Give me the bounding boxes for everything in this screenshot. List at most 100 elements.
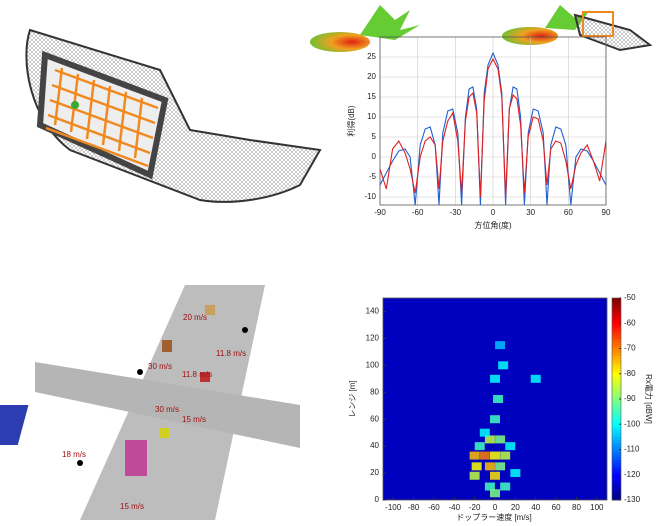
colorbar-segment [612,335,621,339]
y-tick-label: 10 [367,112,376,121]
colorbar-tick-label: -60 [624,318,636,327]
colorbar-segment [612,358,621,363]
colorbar-tick-label: -90 [624,394,636,403]
y-tick-label: 25 [367,52,376,61]
speed-label: 30 m/s [155,405,179,414]
x-axis-label: ドップラー速度 [m/s] [456,512,532,522]
colorbar-segment [612,314,621,319]
y-tick-label: 5 [372,132,377,141]
heatmap-cell [490,471,500,480]
colorbar-segment [612,412,621,417]
heatmap-cell [490,451,500,460]
y-tick-label: 20 [367,72,376,81]
heatmap-cell [471,462,482,471]
x-tick-label: -60 [428,503,440,512]
x-tick-label: 20 [511,503,520,512]
y-tick-label: 100 [366,360,380,369]
colorbar-tick-label: -70 [624,344,636,353]
colorbar-segment [612,388,621,393]
colorbar-segment [612,493,621,498]
heatmap-cell [510,469,521,478]
colorbar-segment [612,419,621,424]
y-axis-label: 利得(dB) [346,105,356,136]
colorbar-tick-label: -130 [624,495,641,504]
x-tick-label: 80 [572,503,581,512]
colorbar-segment [612,432,621,437]
colorbar-segment [612,415,621,420]
x-tick-label: -100 [385,503,402,512]
radiation-patterns [310,5,653,52]
colorbar-label: Rx電力 [dBW] [644,374,654,424]
colorbar-segment [612,301,621,306]
colorbar-segment [612,385,621,390]
heatmap-cell [495,341,506,350]
colorbar-segment [612,476,621,481]
y-tick-label: 0 [372,152,377,161]
colorbar-segment [612,439,621,444]
heatmap-cell [469,451,480,460]
y-tick-label: 80 [370,387,379,396]
colorbar-tick-label: -110 [624,445,640,454]
colorbar-segment [612,395,621,400]
colorbar-segment [612,308,621,312]
colorbar-segment [612,324,621,329]
colorbar-segment [612,348,621,353]
y-tick-label: 120 [366,334,380,343]
heatmap-cell [500,482,511,491]
x-tick-label: 30 [526,208,535,217]
colorbar-segment [612,486,621,491]
y-tick-label: 15 [367,92,376,101]
bumper-model [25,28,322,203]
colorbar-segment [612,469,621,474]
x-tick-label: 40 [531,503,540,512]
y-tick-label: 20 [370,468,379,477]
colorbar-segment [612,479,621,484]
x-tick-label: -80 [408,503,420,512]
colorbar-segment [612,338,621,343]
colorbar-segment [612,402,621,407]
speed-label: 15 m/s [182,415,206,424]
heatmap-cell [500,451,511,460]
colorbar-segment [612,345,621,349]
x-tick-label: -90 [374,208,386,217]
x-tick-label: -20 [469,503,481,512]
colorbar-segment [612,331,621,336]
plot-frame [379,36,607,206]
colorbar-segment [612,442,621,447]
colorbar-segment [612,422,621,427]
heatmap-cell [490,489,500,498]
y-tick-label: -10 [364,192,376,201]
speed-label: 11.8 m/s [182,370,212,379]
colorbar-segment [612,361,621,366]
heatmap-cell [495,435,506,444]
x-tick-label: -30 [450,208,462,217]
colorbar-segment [612,375,621,380]
colorbar-segment [612,304,621,309]
x-tick-label: 90 [602,208,611,217]
x-tick-label: -60 [412,208,424,217]
x-tick-label: 60 [564,208,573,217]
line-series [380,57,606,198]
colorbar-tick-label: -80 [624,369,636,378]
x-axis-label: 方位角(度) [474,220,512,230]
colorbar-segment [612,382,621,387]
colorbar-segment [612,321,621,326]
heatmap-cell [469,471,480,480]
colorbar-segment [612,462,621,467]
colorbar-segment [612,473,621,477]
colorbar-segment [612,456,621,461]
y-tick-label: 40 [370,441,379,450]
colorbar-segment [612,328,621,333]
heatmap-cell [484,435,495,444]
heatmap-cell [479,451,490,460]
colorbar-segment [612,429,621,434]
y-axis-label: レンジ [m] [348,380,357,417]
colorbar-segment [612,341,621,346]
colorbar-segment [612,311,621,316]
line-series [380,51,606,205]
speed-label: 20 m/s [183,313,207,322]
colorbar-tick-label: -50 [624,293,636,302]
x-tick-label: 0 [491,208,496,217]
speed-label: 18 m/s [62,450,86,459]
